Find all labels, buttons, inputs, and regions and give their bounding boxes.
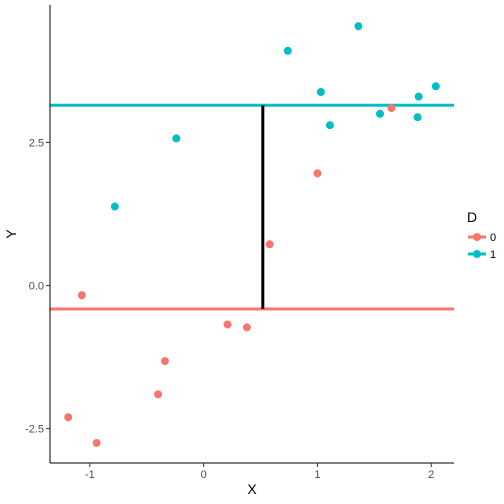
x-ticks: -1 0 1 2: [85, 463, 434, 481]
point-d1: [283, 46, 292, 55]
x-tick-label: 1: [314, 469, 320, 481]
point-d0: [64, 413, 73, 422]
y-ticks: -2.5 0.0 2.5: [25, 137, 50, 436]
point-d0: [387, 104, 396, 113]
legend-key-point-d1: [473, 250, 481, 258]
point-d1: [354, 22, 363, 31]
point-d0: [265, 240, 274, 249]
point-d1: [413, 113, 422, 122]
point-d1: [325, 121, 334, 130]
y-tick-label: -2.5: [25, 424, 44, 436]
y-tick-label: 2.5: [29, 137, 44, 149]
point-d1: [431, 82, 440, 91]
point-d0: [242, 323, 251, 332]
point-d0: [160, 357, 169, 366]
x-axis-title: X: [247, 481, 257, 497]
x-tick-label: 2: [428, 469, 434, 481]
legend-label-d0: 0: [490, 232, 496, 244]
point-d0: [92, 438, 101, 447]
point-d0: [313, 169, 322, 178]
x-tick-label: -1: [85, 469, 95, 481]
point-d1: [110, 202, 119, 211]
point-d0: [154, 390, 163, 399]
point-d1: [376, 109, 385, 118]
y-tick-label: 0.0: [29, 281, 44, 293]
y-axis-title: Y: [3, 229, 19, 239]
points-layer: [64, 22, 440, 447]
legend-title: D: [467, 209, 477, 225]
point-d0: [223, 320, 232, 329]
legend-key-point-d0: [473, 233, 481, 241]
legend-entries: 01: [468, 232, 496, 261]
x-tick-label: 0: [201, 469, 207, 481]
point-d0: [77, 291, 86, 300]
legend: D 01: [467, 209, 496, 261]
legend-label-d1: 1: [490, 249, 496, 261]
mean-lines-layer: [50, 103, 454, 311]
point-d1: [172, 134, 181, 143]
point-d1: [414, 92, 423, 101]
point-d1: [316, 88, 325, 97]
